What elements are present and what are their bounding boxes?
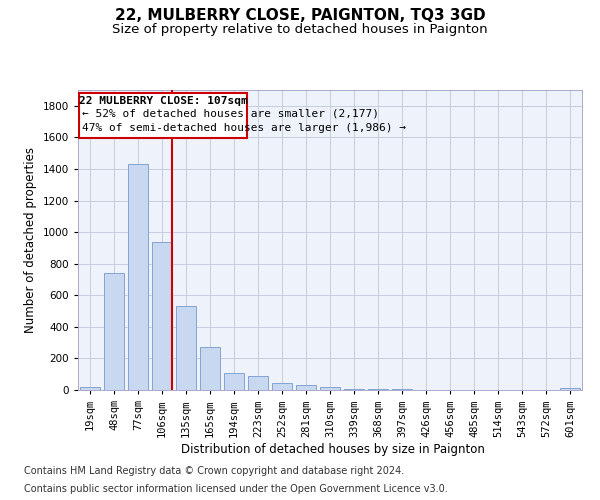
Text: 22 MULBERRY CLOSE: 107sqm: 22 MULBERRY CLOSE: 107sqm xyxy=(79,96,248,106)
Bar xyxy=(296,386,316,390)
Bar xyxy=(128,164,148,390)
Bar xyxy=(272,382,292,390)
Bar xyxy=(392,389,412,390)
Bar xyxy=(176,306,196,390)
Text: Distribution of detached houses by size in Paignton: Distribution of detached houses by size … xyxy=(181,442,485,456)
Bar xyxy=(344,389,364,390)
Bar xyxy=(152,242,172,390)
Bar xyxy=(320,387,340,390)
Bar xyxy=(104,273,124,390)
Bar xyxy=(248,376,268,390)
Text: 47% of semi-detached houses are larger (1,986) →: 47% of semi-detached houses are larger (… xyxy=(82,123,406,133)
Y-axis label: Number of detached properties: Number of detached properties xyxy=(24,147,37,333)
Bar xyxy=(200,348,220,390)
Text: ← 52% of detached houses are smaller (2,177): ← 52% of detached houses are smaller (2,… xyxy=(82,109,379,119)
FancyBboxPatch shape xyxy=(79,93,247,138)
Text: Contains public sector information licensed under the Open Government Licence v3: Contains public sector information licen… xyxy=(24,484,448,494)
Bar xyxy=(560,388,580,390)
Bar xyxy=(224,374,244,390)
Text: Size of property relative to detached houses in Paignton: Size of property relative to detached ho… xyxy=(112,22,488,36)
Text: Contains HM Land Registry data © Crown copyright and database right 2024.: Contains HM Land Registry data © Crown c… xyxy=(24,466,404,476)
Bar xyxy=(80,386,100,390)
Text: 22, MULBERRY CLOSE, PAIGNTON, TQ3 3GD: 22, MULBERRY CLOSE, PAIGNTON, TQ3 3GD xyxy=(115,8,485,22)
Bar xyxy=(368,389,388,390)
